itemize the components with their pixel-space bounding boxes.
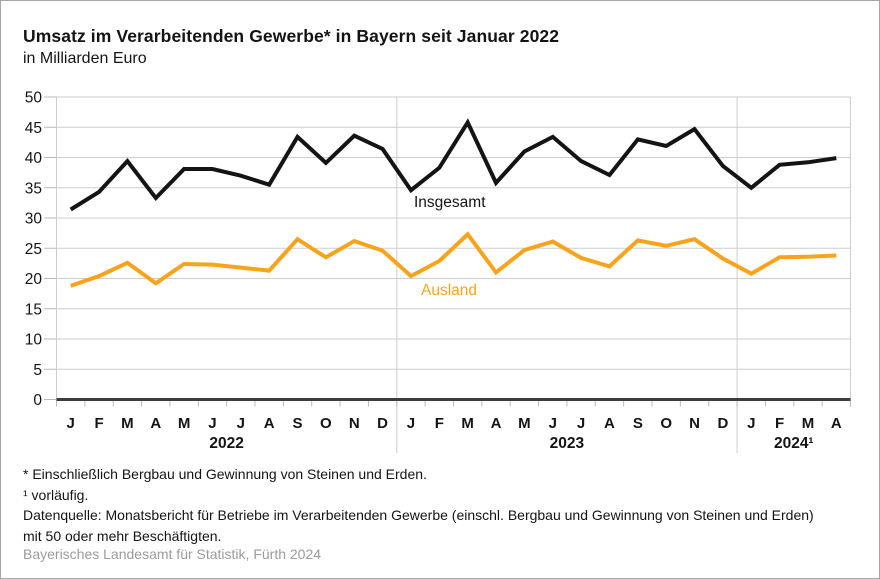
y-tick-label: 20 (25, 271, 43, 288)
year-label: 2024¹ (774, 435, 814, 452)
series-line-insgesamt (69, 118, 837, 212)
source-credit: Bayerisches Landesamt für Statistik, Für… (23, 546, 322, 562)
page-title: Umsatz im Verarbeitenden Gewerbe* in Bay… (23, 26, 560, 46)
month-label: N (689, 415, 700, 432)
year-label: 2023 (550, 435, 585, 452)
month-label: J (237, 415, 245, 432)
month-label: F (435, 415, 444, 432)
month-label: A (604, 415, 615, 432)
month-label: M (802, 415, 815, 432)
month-label: M (178, 415, 191, 432)
month-label: O (660, 415, 672, 432)
month-label: N (349, 415, 360, 432)
footnote-preliminary: ¹ vorläufig. (23, 486, 89, 503)
y-tick-label: 15 (25, 301, 42, 318)
footnotes-block: * Einschließlich Bergbau und Gewinnung v… (23, 464, 825, 546)
page-subtitle: in Milliarden Euro (23, 50, 147, 67)
month-label: M (518, 415, 531, 432)
month-label: J (747, 415, 755, 432)
y-tick-label: 50 (25, 90, 43, 107)
footnote-datasource: Datenquelle: Monatsbericht für Betriebe … (23, 507, 814, 544)
y-tick-label: 30 (25, 211, 43, 228)
month-label: M (121, 415, 134, 432)
month-label: S (633, 415, 643, 432)
month-label: A (150, 415, 161, 432)
month-label: J (208, 415, 216, 432)
y-tick-label: 45 (25, 120, 42, 137)
month-label: O (320, 415, 332, 432)
y-tick-label: 0 (33, 392, 42, 409)
month-label: J (407, 415, 415, 432)
y-tick-label: 35 (25, 180, 42, 197)
y-tick-label: 10 (25, 332, 43, 349)
month-label: J (549, 415, 557, 432)
year-label: 2022 (209, 435, 243, 452)
y-tick-label: 40 (25, 150, 43, 167)
month-label: J (577, 415, 585, 432)
month-label: A (491, 415, 502, 432)
month-label: A (264, 415, 275, 432)
month-label: A (831, 415, 842, 432)
month-label: M (461, 415, 474, 432)
month-label: J (67, 415, 75, 432)
month-label: D (717, 415, 728, 432)
month-label: S (293, 415, 303, 432)
series-label-insgesamt: Insgesamt (414, 194, 486, 211)
chart-header: Umsatz im Verarbeitenden Gewerbe* in Bay… (23, 25, 559, 69)
y-tick-label: 25 (25, 241, 42, 258)
month-label: F (775, 415, 784, 432)
month-label: D (377, 415, 388, 432)
series-line-ausland (70, 231, 837, 288)
series-label-ausland: Ausland (421, 282, 478, 299)
footnote-asterisk: * Einschließlich Bergbau und Gewinnung v… (23, 466, 427, 482)
month-label: F (94, 415, 103, 432)
y-tick-label: 5 (33, 362, 42, 379)
